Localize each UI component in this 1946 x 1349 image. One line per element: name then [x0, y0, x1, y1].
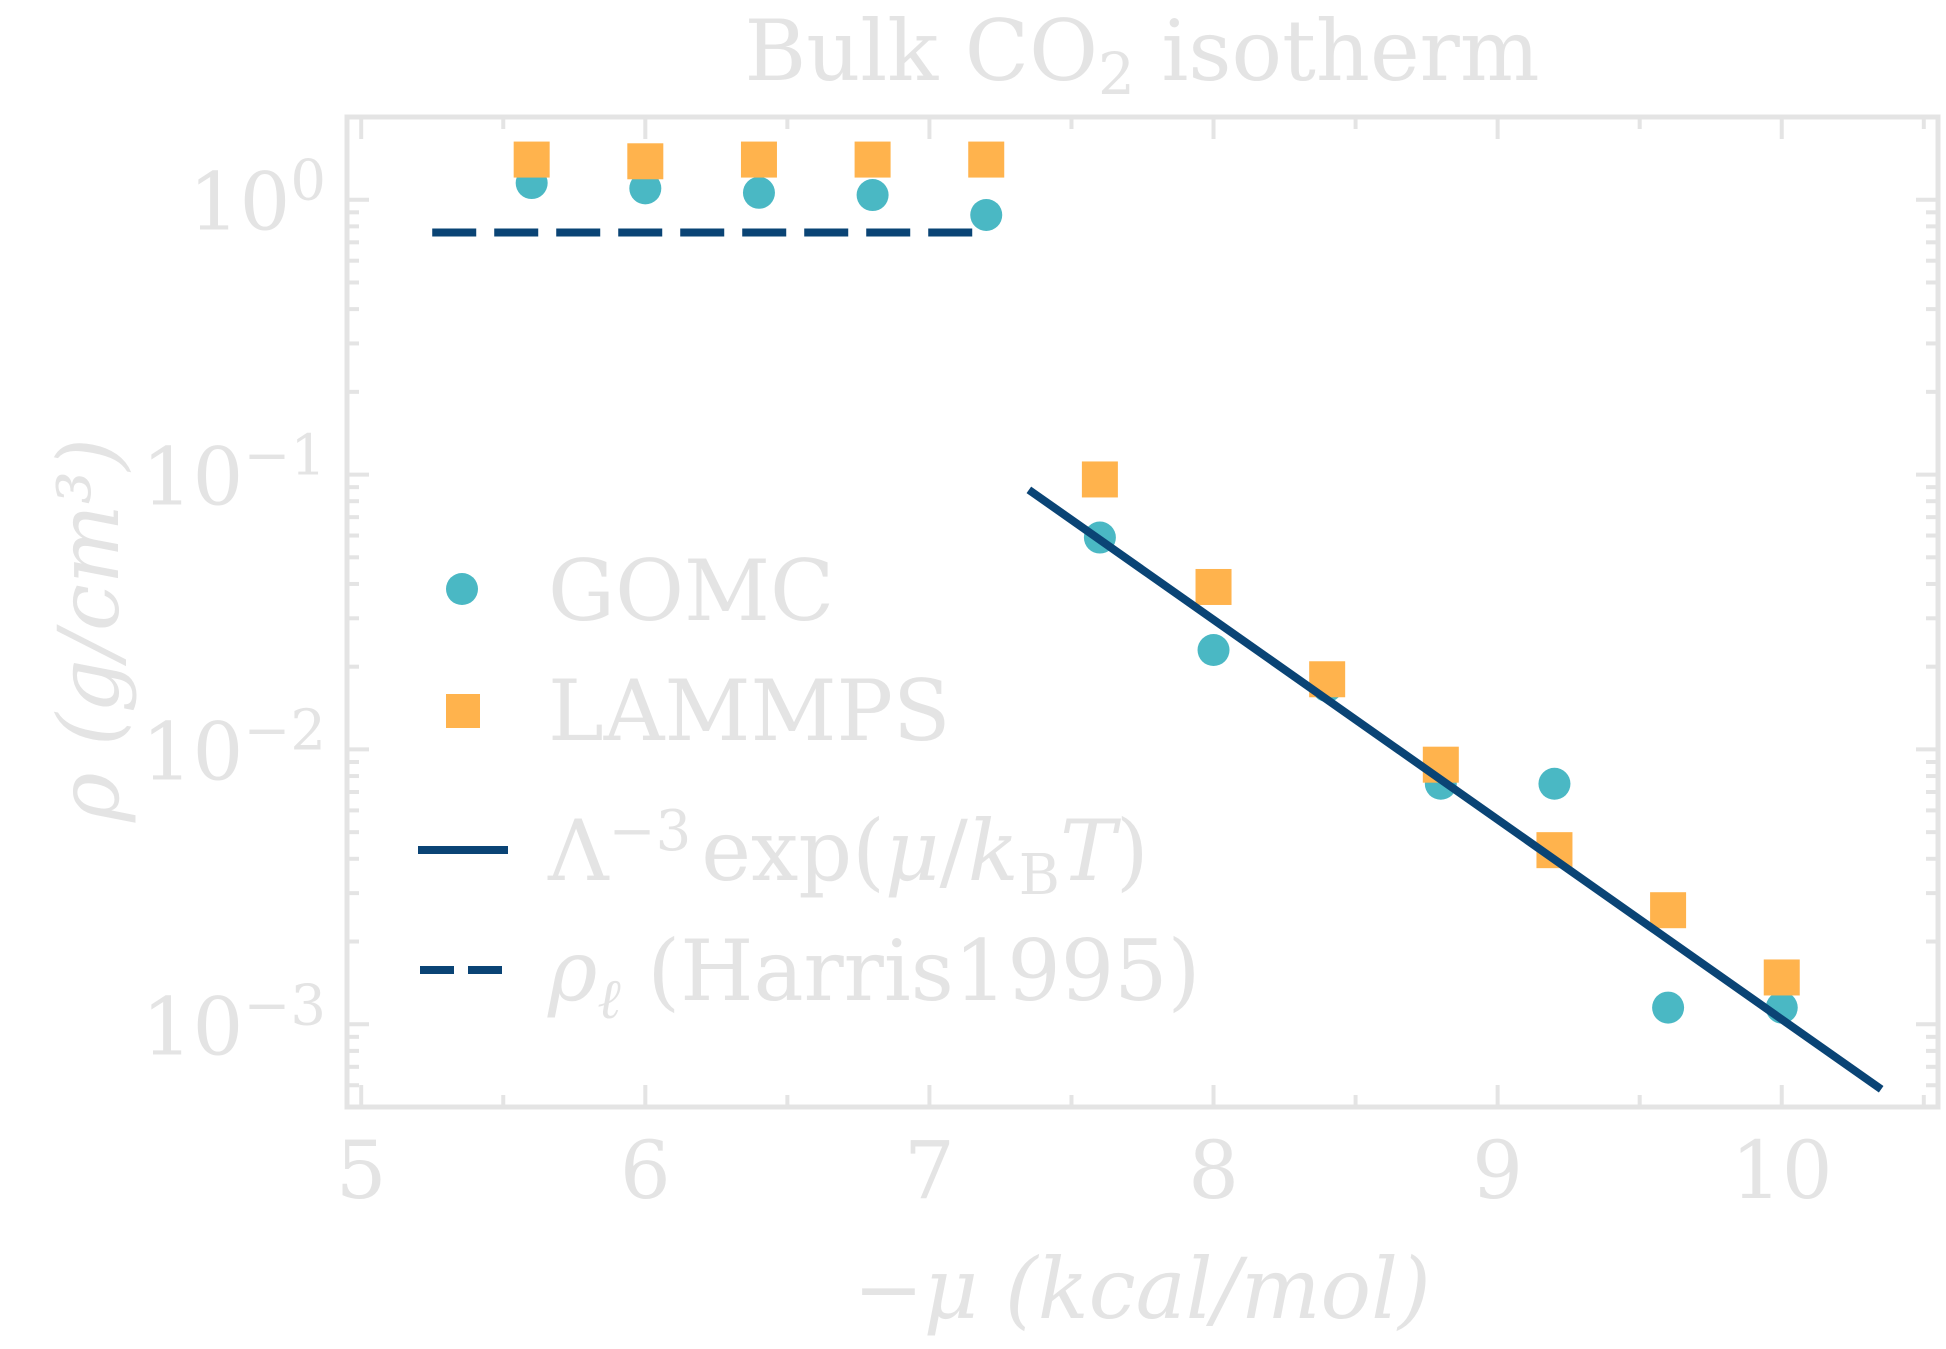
gomc-point: [856, 179, 889, 212]
chart-title: Bulk CO2 isotherm: [745, 2, 1540, 108]
y-tick-label: 10−1: [142, 424, 326, 524]
x-tick-label: 6: [620, 1124, 671, 1217]
ideal-gas-line: [1026, 486, 1884, 1093]
legend-label-lammps: LAMMPS: [548, 662, 951, 760]
lammps-point: [1650, 892, 1687, 929]
legend-label-ideal-gas: Λ−3 exp(μ/kBT): [547, 799, 1149, 908]
lammps-point: [968, 141, 1005, 178]
x-tick-label: 7: [904, 1124, 955, 1217]
y-tick-label: 10−3: [142, 973, 326, 1073]
legend-marker-lammps: [446, 694, 480, 728]
lammps-point: [513, 141, 550, 178]
y-tick-labels: 100 10−1 10−2 10−3: [142, 149, 326, 1074]
x-tick-label: 8: [1188, 1124, 1239, 1217]
lammps-point: [1195, 568, 1232, 605]
gomc-point: [629, 172, 662, 205]
legend-label-harris: ρℓ (Harris1995): [547, 922, 1200, 1032]
x-tick-labels: 5 6 7 8 9 10: [336, 1124, 1833, 1217]
gomc-point: [1538, 767, 1571, 800]
gomc-point: [1197, 634, 1230, 667]
legend-label-gomc: GOMC: [548, 542, 834, 640]
lammps-point: [627, 143, 664, 180]
x-axis-label: −μ (kcal/mol): [853, 1240, 1431, 1338]
lammps-point: [740, 141, 777, 178]
legend-marker-gomc: [446, 573, 478, 605]
lammps-point: [1763, 959, 1800, 996]
x-tick-label: 5: [336, 1124, 387, 1217]
y-axis-label: ρ (g/cm³): [40, 438, 138, 823]
y-tick-label: 100: [189, 149, 326, 249]
legend: GOMC LAMMPS Λ−3 exp(μ/kBT) ρℓ (Harris1995…: [418, 542, 1200, 1032]
gomc-point: [742, 176, 775, 209]
y-tick-label: 10−2: [142, 698, 326, 798]
lammps-point: [854, 141, 891, 178]
x-tick-label: 10: [1731, 1124, 1833, 1217]
gomc-point: [970, 198, 1003, 231]
series-2: [1026, 486, 1884, 1093]
gomc-point: [1652, 991, 1685, 1024]
x-tick-label: 9: [1472, 1124, 1523, 1217]
axis-ticks: [347, 115, 1938, 1109]
lammps-point: [1081, 461, 1118, 498]
data-layer: [432, 141, 1884, 1093]
plot-frame: [344, 114, 1941, 1110]
